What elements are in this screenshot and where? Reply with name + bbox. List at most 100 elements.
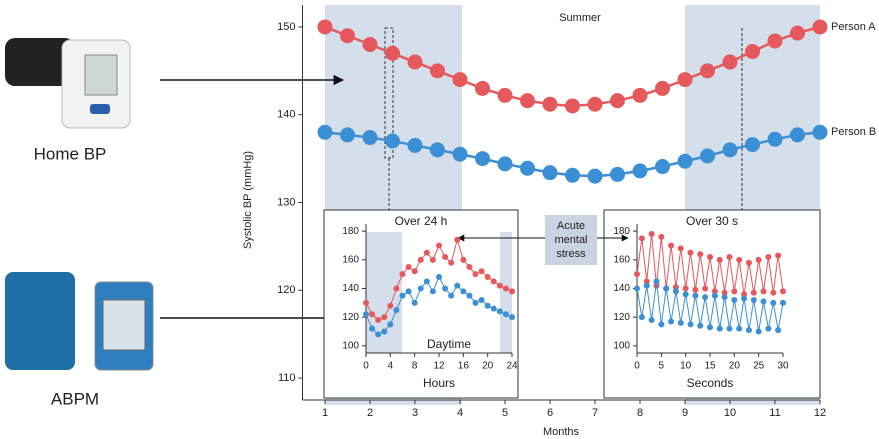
data-point [726, 326, 732, 332]
x-tick-label: 10 [680, 361, 692, 372]
data-point [634, 271, 640, 277]
data-point [491, 278, 497, 284]
data-point [430, 257, 436, 263]
x-tick-label: 16 [458, 361, 470, 372]
data-point [454, 237, 460, 243]
data-point [678, 245, 684, 251]
data-point [745, 44, 760, 59]
data-point [678, 320, 684, 326]
data-point [731, 297, 737, 303]
data-point [385, 46, 400, 61]
data-point [731, 288, 737, 294]
data-point [454, 283, 460, 289]
data-point [658, 234, 664, 240]
data-point [424, 250, 430, 256]
data-point [722, 294, 728, 300]
data-point [565, 98, 580, 113]
data-point [460, 257, 466, 263]
data-point [775, 327, 781, 333]
data-point [678, 154, 693, 169]
data-point [813, 125, 828, 140]
data-point [761, 298, 767, 304]
data-point [610, 167, 625, 182]
y-tick-label: 100 [342, 340, 359, 351]
data-point [756, 257, 762, 263]
data-point [717, 257, 723, 263]
data-point [770, 290, 776, 296]
data-point [460, 288, 466, 294]
data-point [683, 291, 689, 297]
data-point [610, 93, 625, 108]
data-point [497, 283, 503, 289]
data-point [509, 288, 515, 294]
data-point [498, 156, 513, 171]
data-point [700, 63, 715, 78]
data-point [408, 138, 423, 153]
data-point [442, 254, 448, 260]
device-label: Home BP [34, 144, 107, 163]
data-point [503, 311, 509, 317]
data-point [765, 254, 771, 260]
data-point [400, 271, 406, 277]
x-tick-label: 20 [482, 361, 494, 372]
data-point [381, 329, 387, 335]
data-point [387, 321, 393, 327]
chart-title: Summer [559, 12, 601, 24]
data-point [813, 19, 828, 34]
data-point [393, 286, 399, 292]
data-point [430, 142, 445, 157]
data-point [639, 314, 645, 320]
stress-label: Acute [557, 220, 585, 232]
data-point [692, 293, 698, 299]
y-tick-label: 120 [613, 312, 630, 323]
data-point [412, 268, 418, 274]
data-point [479, 268, 485, 274]
x-tick-label: 12 [433, 361, 445, 372]
x-tick-label: 8 [412, 361, 418, 372]
data-point [485, 303, 491, 309]
data-point [430, 288, 436, 294]
data-point [658, 321, 664, 327]
data-point [775, 253, 781, 259]
data-point [673, 288, 679, 294]
data-point [466, 293, 472, 299]
data-point [318, 125, 333, 140]
data-point [412, 300, 418, 306]
x-tick-label: 5 [659, 361, 665, 372]
data-point [363, 300, 369, 306]
x-tick-label: 5 [502, 407, 508, 419]
x-tick-label: 20 [729, 361, 741, 372]
data-point [653, 278, 659, 284]
data-point [543, 97, 558, 112]
data-point [473, 271, 479, 277]
data-point [790, 26, 805, 41]
data-point [756, 329, 762, 335]
x-tick-label: 9 [682, 407, 688, 419]
data-point [520, 161, 535, 176]
y-axis-label: Systolic BP (mmHg) [242, 151, 254, 249]
data-point [707, 254, 713, 260]
data-point [700, 148, 715, 163]
data-point [475, 151, 490, 166]
data-point [418, 257, 424, 263]
x-tick-label: 6 [547, 407, 553, 419]
x-axis-label: Months [543, 426, 580, 438]
y-tick-label: 120 [342, 312, 359, 323]
data-point [497, 308, 503, 314]
data-point [393, 307, 399, 313]
data-point [475, 81, 490, 96]
data-point [745, 137, 760, 152]
data-point [448, 260, 454, 266]
data-point [655, 159, 670, 174]
x-axis-label: Seconds [687, 376, 734, 390]
data-point [318, 19, 333, 34]
data-point [712, 293, 718, 299]
data-point [442, 286, 448, 292]
y-tick-label: 140 [277, 109, 295, 121]
data-point [751, 290, 757, 296]
x-tick-label: 7 [592, 407, 598, 419]
data-point [697, 323, 703, 329]
data-point [453, 72, 468, 87]
data-point [770, 300, 776, 306]
data-point [418, 286, 424, 292]
